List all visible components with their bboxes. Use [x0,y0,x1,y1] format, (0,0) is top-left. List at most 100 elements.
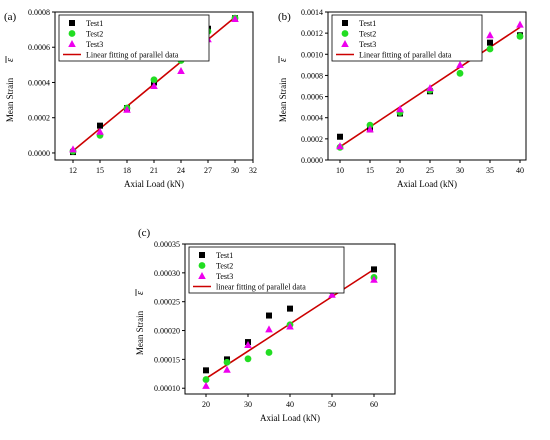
data-point [244,355,252,363]
data-point [456,69,464,77]
legend-label: Test3 [216,272,233,281]
data-point [265,349,273,356]
panel-label: (b) [278,11,291,23]
legend-label: Test2 [216,262,233,271]
x-tick-label: 27 [204,166,212,175]
data-point [223,365,231,373]
data-point [266,312,272,319]
y-tick-label: 0.00025 [154,298,180,307]
legend-label: Linear fitting of parallel data [359,51,452,60]
data-point [177,67,185,75]
data-point [456,60,464,68]
legend-label: Test1 [216,251,233,260]
y-axis-label: Mean Strain [278,77,288,122]
y-tick-label: 0.0012 [301,29,323,38]
x-tick-label: 60 [370,400,378,409]
y-axis-label: Mean Strain [135,310,145,355]
x-tick-label: 15 [366,166,374,175]
y-tick-label: 0.0008 [301,71,323,80]
y-tick-label: 0.0014 [301,8,323,17]
y-axis-symbol: ε [135,291,146,295]
x-tick-label: 30 [456,166,464,175]
data-point [371,266,377,273]
legend-marker [198,262,206,269]
y-tick-label: 0.00030 [154,269,180,278]
y-axis-symbol: ε [278,58,289,62]
data-point [516,20,524,28]
legend-label: Test3 [359,40,376,49]
x-tick-label: 20 [396,166,404,175]
legend-label: Test1 [359,19,376,28]
panel-label: (c) [138,227,151,239]
legend-marker [342,20,348,26]
data-point [426,84,434,92]
legend-box [331,14,483,62]
legend-label: linear fitting of parallel data [216,283,306,292]
y-tick-label: 0.00010 [154,384,180,393]
series-test3 [202,275,378,389]
legend-marker [68,40,76,47]
data-point [265,325,273,333]
data-point [96,127,104,135]
legend-box [58,14,210,62]
data-point [150,76,158,84]
legend-label: Test3 [86,40,103,49]
y-tick-label: 0.0000 [301,156,323,165]
y-tick-label: 0.0006 [28,43,50,52]
x-tick-label: 40 [286,400,294,409]
data-point [336,142,344,150]
x-axis-label: Axial Load (kN) [124,179,184,189]
x-tick-label: 20 [202,400,210,409]
x-tick-label: 15 [96,166,104,175]
data-point [337,133,343,140]
legend-marker [68,30,76,37]
legend-marker [341,40,349,47]
data-point [486,31,494,39]
x-axis-label: Axial Load (kN) [260,413,320,423]
data-point [69,145,77,153]
legend-marker [198,272,206,279]
x-tick-label: 35 [486,166,494,175]
y-axis-symbol: ε [5,58,16,62]
legend-label: Linear fitting of parallel data [86,51,179,60]
chart-panel-1: (a) 12 15 18 21 24 27 30 32 0.0000 0.0002 0.0004 0.0… [4,8,257,189]
x-tick-label: 32 [249,166,257,175]
x-tick-label: 24 [177,166,185,175]
x-axis-label: Axial Load (kN) [397,179,457,189]
panel-label: (a) [4,11,17,23]
x-tick-label: 12 [69,166,77,175]
y-tick-label: 0.0010 [301,50,323,59]
data-point [123,105,131,113]
plot-frame [327,11,527,161]
data-point [202,381,210,389]
legend-marker [341,30,349,37]
series-test3 [69,15,239,153]
series-test3 [336,20,524,150]
y-tick-label: 0.00035 [154,240,180,249]
x-tick-label: 50 [328,400,336,409]
y-tick-label: 0.0002 [301,135,323,144]
data-point [396,105,404,113]
data-point [487,39,493,46]
chart-panel-2: (b) 10 15 20 25 30 35 40 0.0000 0.0002 0.0004 0.000… [278,8,527,189]
data-point [202,376,210,383]
data-point [328,290,336,298]
data-point [486,45,494,53]
y-tick-label: 0.0008 [28,8,50,17]
data-point [203,367,209,374]
data-point [286,322,294,330]
legend-marker [199,252,205,258]
data-point [223,358,231,366]
x-tick-label: 40 [516,166,524,175]
y-tick-label: 0.0002 [28,114,50,123]
data-point [244,340,252,348]
x-tick-label: 10 [336,166,344,175]
data-point [150,82,158,89]
legend-marker [69,20,75,26]
y-tick-label: 0.0006 [301,93,323,102]
data-point [97,122,103,129]
x-tick-label: 30 [244,400,252,409]
